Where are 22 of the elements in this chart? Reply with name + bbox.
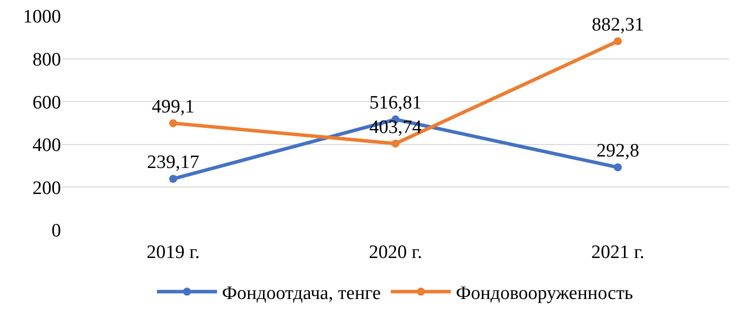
data-label: 403,74	[369, 116, 422, 138]
y-tick-label: 400	[32, 135, 61, 156]
x-tick-label: 2021 г.	[591, 242, 644, 263]
legend-label: Фондовооруженность	[456, 283, 634, 304]
y-tick-label: 800	[32, 49, 61, 70]
point	[614, 37, 622, 46]
y-tick-label: 200	[32, 178, 61, 199]
y-tick-label: 0	[52, 220, 61, 242]
point	[169, 119, 178, 128]
x-tick-label: 2019 г.	[146, 242, 200, 263]
data-label: 239,17	[147, 152, 200, 174]
point	[392, 140, 400, 148]
y-tick-label: 600	[32, 92, 61, 114]
data-label: 499,1	[152, 96, 195, 118]
x-tick-label: 2020 г.	[368, 242, 422, 263]
y-tick-label: 1000	[23, 6, 61, 28]
data-label: 292,8	[596, 140, 640, 162]
point	[614, 163, 622, 172]
data-label: 882,31	[592, 14, 644, 36]
point	[169, 174, 178, 183]
legend-label: Фондоотдача, тенге	[222, 283, 381, 304]
data-label: 516,81	[369, 92, 422, 114]
